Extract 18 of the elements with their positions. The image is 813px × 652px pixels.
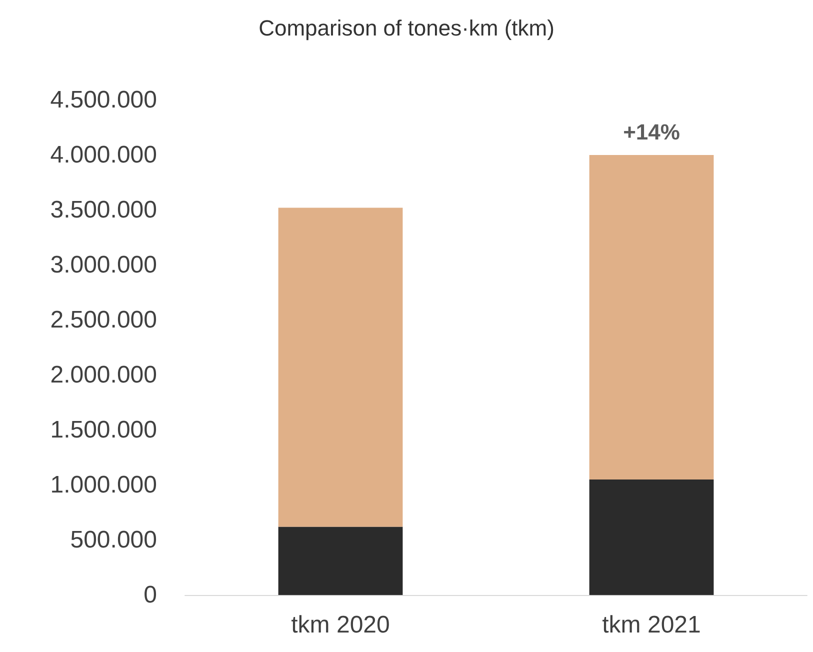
bar <box>278 526 403 595</box>
y-tick-label: 2.500.000 <box>50 306 157 334</box>
annotation: +14% <box>623 120 680 144</box>
bar <box>589 155 714 480</box>
y-tick-label: 1.500.000 <box>50 416 157 444</box>
bar <box>278 208 403 527</box>
x-tick-label: tkm 2021 <box>602 612 701 638</box>
y-tick-label: 0 <box>144 582 157 608</box>
y-tick-label: 4.000.000 <box>50 142 157 168</box>
y-tick-label: 4.500.000 <box>50 86 157 114</box>
y-tick-label: 500.000 <box>70 526 157 554</box>
y-tick-label: 1.000.000 <box>50 472 157 498</box>
bar <box>589 480 714 595</box>
x-tick-label: tkm 2020 <box>291 612 390 638</box>
y-tick-label: 3.500.000 <box>50 196 157 224</box>
y-tick-label: 3.000.000 <box>50 252 157 278</box>
y-tick-label: 2.000.000 <box>50 362 157 388</box>
chart-title: Comparison of tones·km (tkm) <box>258 16 554 40</box>
